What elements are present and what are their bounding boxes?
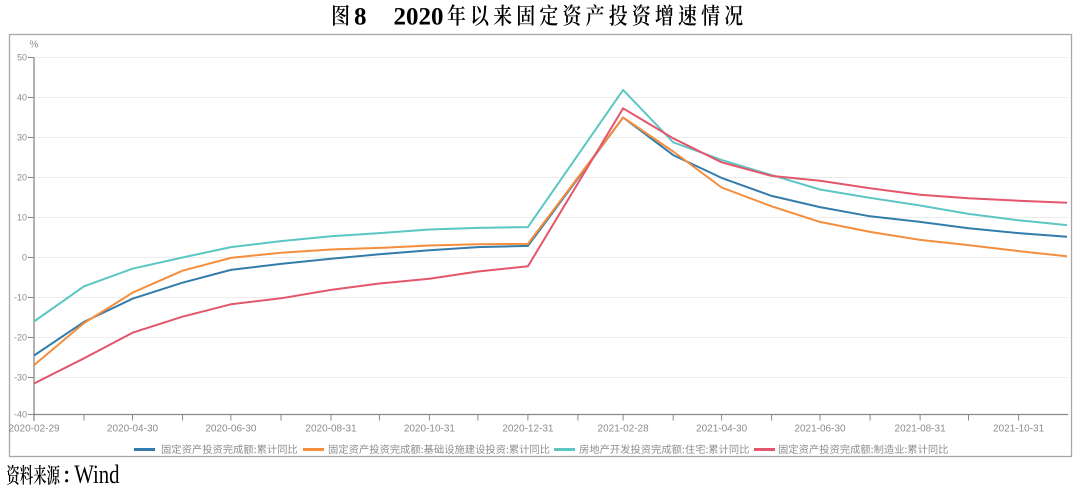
- svg-text:8: 8: [354, 4, 367, 31]
- svg-text:-10: -10: [14, 293, 27, 303]
- svg-text:2020-12-31: 2020-12-31: [502, 424, 554, 435]
- svg-text:2021-10-31: 2021-10-31: [993, 424, 1045, 435]
- svg-text:10: 10: [17, 213, 27, 223]
- svg-text:50: 50: [17, 53, 27, 63]
- svg-text:%: %: [30, 40, 39, 51]
- svg-text:-20: -20: [14, 333, 27, 343]
- svg-text:2020-04-30: 2020-04-30: [107, 424, 159, 435]
- svg-text:2021-02-28: 2021-02-28: [598, 424, 650, 435]
- svg-text:2021-04-30: 2021-04-30: [696, 424, 748, 435]
- svg-text:2020-08-31: 2020-08-31: [305, 424, 357, 435]
- svg-text:2020-10-31: 2020-10-31: [404, 424, 456, 435]
- svg-text:2021-08-31: 2021-08-31: [895, 424, 947, 435]
- svg-text:0: 0: [22, 253, 27, 263]
- svg-text:2020-02-29: 2020-02-29: [8, 424, 60, 435]
- svg-text:2021-06-30: 2021-06-30: [794, 424, 846, 435]
- svg-text:-30: -30: [14, 373, 27, 383]
- svg-text:30: 30: [17, 133, 27, 143]
- svg-text:2020: 2020: [394, 4, 444, 31]
- svg-text:2020-06-30: 2020-06-30: [205, 424, 257, 435]
- svg-text:Wind: Wind: [74, 461, 120, 489]
- svg-text:40: 40: [17, 93, 27, 103]
- svg-text:-40: -40: [14, 410, 27, 420]
- svg-text:20: 20: [17, 173, 27, 183]
